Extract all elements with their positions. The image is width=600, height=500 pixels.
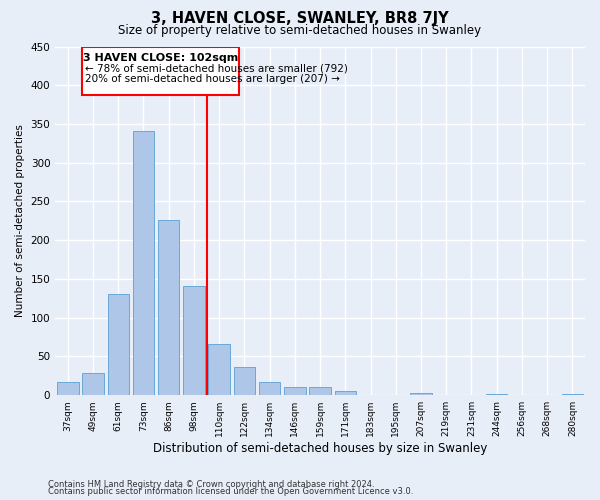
Bar (107, 294, 129, 395)
Bar (183, 286, 205, 395)
Bar (233, 368, 255, 395)
Text: 3 HAVEN CLOSE: 102sqm: 3 HAVEN CLOSE: 102sqm (83, 52, 238, 62)
Text: ← 78% of semi-detached houses are smaller (792): ← 78% of semi-detached houses are smalle… (85, 64, 347, 74)
Text: Contains HM Land Registry data © Crown copyright and database right 2024.: Contains HM Land Registry data © Crown c… (48, 480, 374, 489)
Y-axis label: Number of semi-detached properties: Number of semi-detached properties (15, 124, 25, 318)
Bar (82, 372, 104, 395)
Text: 20% of semi-detached houses are larger (207) →: 20% of semi-detached houses are larger (… (85, 74, 340, 84)
Bar (133, 131, 154, 395)
Bar (57, 382, 79, 395)
Bar (562, 394, 583, 395)
Bar (335, 392, 356, 395)
Bar (486, 394, 508, 395)
Bar (310, 388, 331, 395)
Bar (158, 220, 179, 395)
Bar (82, 46, 239, 94)
Text: Contains public sector information licensed under the Open Government Licence v3: Contains public sector information licen… (48, 487, 413, 496)
X-axis label: Distribution of semi-detached houses by size in Swanley: Distribution of semi-detached houses by … (153, 442, 487, 455)
Text: Size of property relative to semi-detached houses in Swanley: Size of property relative to semi-detach… (118, 24, 482, 37)
Bar (259, 382, 280, 395)
Bar (208, 344, 230, 395)
Text: 3, HAVEN CLOSE, SWANLEY, BR8 7JY: 3, HAVEN CLOSE, SWANLEY, BR8 7JY (151, 11, 449, 26)
Bar (410, 393, 432, 395)
Bar (284, 388, 305, 395)
